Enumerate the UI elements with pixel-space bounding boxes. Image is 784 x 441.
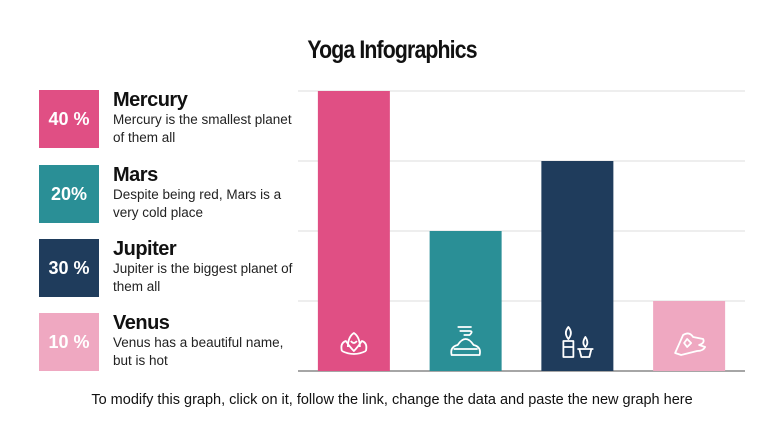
item-description: Mercury is the smallest planet of them a…: [113, 112, 292, 145]
candles-icon: [562, 326, 594, 358]
item-name: Jupiter: [113, 238, 177, 260]
item-name: Venus: [113, 312, 170, 334]
bar-mars[interactable]: [429, 231, 502, 371]
lotus-icon: [340, 332, 368, 355]
mudra-hand-icon: [674, 332, 707, 356]
item-name: Mercury: [113, 89, 188, 111]
legend-item-venus: 10 % Venus Venus has a beautiful name, b…: [39, 312, 299, 373]
percent-box: 30 %: [39, 239, 99, 297]
footer-note: To modify this graph, click on it, follo…: [91, 392, 693, 408]
percent-box: 40 %: [39, 90, 99, 148]
bar-mercury[interactable]: [317, 91, 390, 371]
incense-icon: [450, 326, 481, 356]
item-description: Despite being red, Mars is a very cold p…: [113, 187, 282, 220]
bar-jupiter[interactable]: [541, 161, 614, 371]
legend-item-mercury: 40 % Mercury Mercury is the smallest pla…: [39, 89, 299, 150]
bar-venus[interactable]: [653, 301, 726, 371]
percent-box: 20%: [39, 165, 99, 223]
legend-item-mars: 20% Mars Despite being red, Mars is a ve…: [39, 164, 299, 225]
item-description: Jupiter is the biggest planet of them al…: [113, 261, 293, 294]
item-name: Mars: [113, 164, 158, 186]
legend-item-jupiter: 30 % Jupiter Jupiter is the biggest plan…: [39, 238, 299, 299]
page-title: Yoga Infographics: [307, 36, 477, 64]
percent-box: 10 %: [39, 313, 99, 371]
item-description: Venus has a beautiful name, but is hot: [113, 335, 284, 368]
